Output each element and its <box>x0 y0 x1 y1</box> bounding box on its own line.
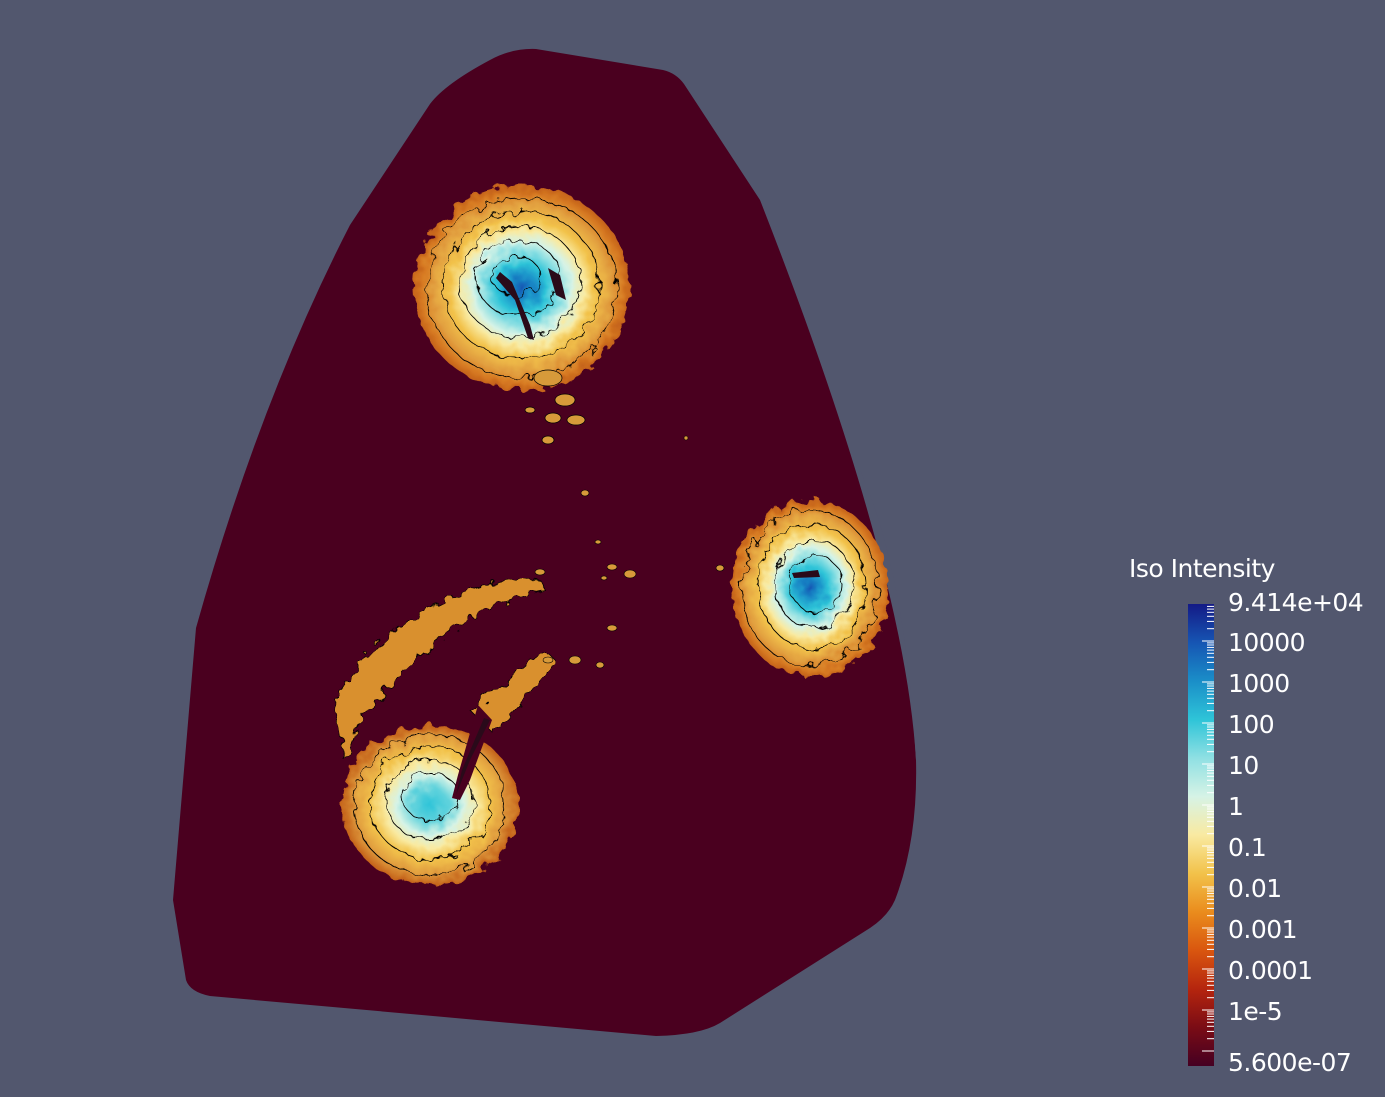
scalar-bar-tick-100: 100 <box>1228 710 1275 739</box>
scalar-bar-tick-0-001: 0.001 <box>1228 915 1298 944</box>
scalar-bar-tick-0-1: 0.1 <box>1228 833 1267 862</box>
scattered-fragments <box>534 435 725 669</box>
scalar-bar-tick-1: 1 <box>1228 792 1244 821</box>
scalar-bar-max-label: 9.414e+04 <box>1228 588 1364 617</box>
domain-right-edge-overlay <box>860 470 960 760</box>
scalar-bar-tick-10000: 10000 <box>1228 628 1306 657</box>
scalar-bar-tick-1000: 1000 <box>1228 669 1290 698</box>
scalar-bar-min-label: 5.600e-07 <box>1228 1048 1352 1077</box>
scalar-bar[interactable] <box>1188 604 1214 1066</box>
scalar-bar-title: Iso Intensity <box>1129 554 1275 583</box>
scalar-bar-ticks <box>1202 605 1214 1052</box>
scalar-bar-tick-0-0001: 0.0001 <box>1228 956 1313 985</box>
scalar-bar-tick-0-01: 0.01 <box>1228 874 1282 903</box>
hotspot-bottom-left <box>334 578 556 885</box>
scalar-bar-gradient <box>1188 604 1214 1066</box>
hotspot-right <box>732 470 960 760</box>
hotspot-top <box>414 186 630 445</box>
scalar-bar-tick-1e-5: 1e-5 <box>1228 997 1283 1026</box>
scalar-bar-tick-10: 10 <box>1228 751 1259 780</box>
